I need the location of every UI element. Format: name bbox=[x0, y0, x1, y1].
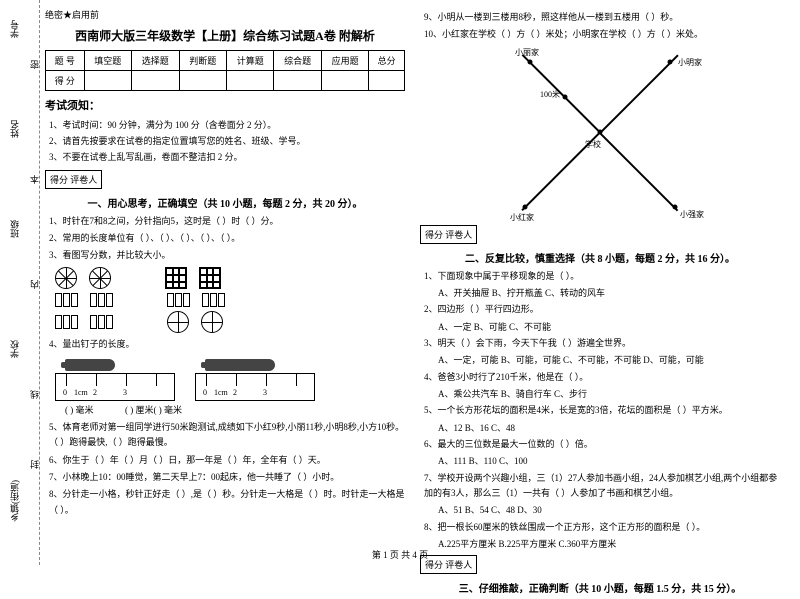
grid-icon bbox=[165, 267, 187, 289]
notice-line: 1、考试时间：90 分钟，满分为 100 分（含卷面分 2 分）。 bbox=[49, 117, 405, 133]
cell: 总分 bbox=[369, 51, 405, 71]
dot-icon bbox=[523, 204, 528, 209]
question: 1、时针在7和8之间，分针指向5，这时是（ ）时（ ）分。 bbox=[49, 214, 405, 229]
notice-line: 2、请首先按要求在试卷的指定位置填写您的姓名、班级、学号。 bbox=[49, 133, 405, 149]
binding-label: 学号 bbox=[8, 20, 21, 38]
fraction-shapes-row bbox=[55, 293, 405, 307]
dot-icon bbox=[598, 129, 603, 134]
question: 8、分针走一小格，秒针正好走（ ）,是（ ）秒。分针走一大格是（ ）时。时针走一… bbox=[49, 487, 405, 518]
grid-icon bbox=[199, 267, 221, 289]
diagram-label: 小强家 bbox=[680, 209, 704, 220]
bar-icon bbox=[90, 315, 113, 329]
question: 7、小林晚上10：00睡觉，第二天早上7：00起床，他一共睡了（ ）小时。 bbox=[49, 470, 405, 485]
ruler-icon: 0 1cm 2 3 bbox=[55, 359, 175, 401]
section-2-title: 二、反复比较，慎重选择（共 8 小题，每题 2 分，共 16 分）。 bbox=[420, 250, 780, 265]
options: A、一定，可能 B、可能，可能 C、不可能，不可能 D、可能，可能 bbox=[438, 353, 780, 367]
bar-icon bbox=[55, 293, 78, 307]
seal-text: 本 bbox=[28, 175, 41, 184]
notice-title: 考试须知： bbox=[45, 97, 405, 113]
binding-label: 姓名 bbox=[8, 120, 21, 138]
options: A、乘公共汽车 B、骑自行车 C、步行 bbox=[438, 387, 780, 401]
table-row: 题 号 填空题 选择题 判断题 计算题 综合题 应用题 总分 bbox=[46, 51, 405, 71]
binding-label: 乡镇(街道) bbox=[8, 480, 21, 522]
options: A、开关抽屉 B、拧开瓶盖 C、转动的风车 bbox=[438, 286, 780, 300]
binding-label: 班级 bbox=[8, 220, 21, 238]
question: 6、你生于（ ）年（ ）月（ ）日，那一年是（ ）年，全年有（ ）天。 bbox=[49, 453, 405, 468]
pie-icon bbox=[201, 311, 223, 333]
question: 2、常用的长度单位有（ ）、（ ）、（ ）、（ ）、（ ）。 bbox=[49, 231, 405, 246]
question: 5、一个长方形花坛的面积是4米，长是宽的3倍，花坛的面积是（ ）平方米。 bbox=[424, 403, 780, 418]
diagram-label: 小丽家 bbox=[515, 47, 539, 58]
bar-icon bbox=[202, 293, 225, 307]
seal-text: 密 bbox=[28, 60, 41, 69]
cell: 计算题 bbox=[226, 51, 273, 71]
cell: 题 号 bbox=[46, 51, 85, 71]
seal-text: 封 bbox=[28, 460, 41, 469]
seal-text: 内 bbox=[28, 280, 41, 289]
grade-box: 得分 评卷人 bbox=[420, 225, 477, 244]
right-column: 9、小明从一楼到三楼用8秒，照这样他从一楼到五楼用（ ）秒。 10、小红家在学校… bbox=[420, 8, 780, 599]
table-row: 得 分 bbox=[46, 71, 405, 91]
question: 3、看图写分数，并比较大小。 bbox=[49, 248, 405, 263]
cell: 选择题 bbox=[132, 51, 179, 71]
pie-icon bbox=[167, 311, 189, 333]
question: 10、小红家在学校（ ）方（ ）米处；小明家在学校（ ）方（ ）米处。 bbox=[424, 27, 780, 42]
grade-box: 得分 评卷人 bbox=[45, 170, 102, 189]
ruler-row: 0 1cm 2 3 0 1cm 2 3 bbox=[55, 359, 405, 401]
secrecy-mark: 绝密★启用前 bbox=[45, 8, 405, 21]
options: A、111 B、110 C、100 bbox=[438, 454, 780, 468]
diagram-label: 小明家 bbox=[678, 57, 702, 68]
question: 8、把一根长60厘米的铁丝围成一个正方形，这个正方形的面积是（ ）。 bbox=[424, 520, 780, 535]
page-footer: 第 1 页 共 4 页 bbox=[0, 548, 800, 561]
question: 4、量出钉子的长度。 bbox=[49, 337, 405, 352]
ruler-caption: ( ) 厘米( ) 毫米 bbox=[125, 405, 182, 415]
section-1-title: 一、用心思考，正确填空（共 10 小题，每题 2 分，共 20 分）。 bbox=[45, 195, 405, 210]
cell: 综合题 bbox=[274, 51, 321, 71]
options: A、12 B、16 C、48 bbox=[438, 421, 780, 435]
fraction-shapes-row bbox=[55, 267, 405, 289]
cell: 判断题 bbox=[179, 51, 226, 71]
question: 4、爸爸3小时行了210千米，他是在（ ）。 bbox=[424, 370, 780, 385]
seal-text: 线 bbox=[28, 390, 41, 399]
dot-icon bbox=[673, 204, 678, 209]
section-3-title: 三、仔细推敲，正确判断（共 10 小题，每题 1.5 分，共 15 分）。 bbox=[420, 580, 780, 595]
question: 5、体育老师对第一组同学进行50米跑测试,成绩如下小红9秒,小丽11秒,小明8秒… bbox=[49, 420, 405, 451]
question: 1、下面现象中属于平移现象的是（ ）。 bbox=[424, 269, 780, 284]
question: 9、小明从一楼到三楼用8秒，照这样他从一楼到五楼用（ ）秒。 bbox=[424, 10, 780, 25]
diagram-label: 小红家 bbox=[510, 212, 534, 223]
binding-label: 学校 bbox=[8, 340, 21, 358]
diagram-label: 学校 bbox=[585, 139, 601, 150]
cell: 得 分 bbox=[46, 71, 85, 91]
dot-icon bbox=[563, 94, 568, 99]
cell: 应用题 bbox=[321, 51, 368, 71]
notice-line: 3、不要在试卷上乱写乱画，卷面不整洁扣 2 分。 bbox=[49, 149, 405, 165]
question: 3、明天（ ）会下雨，今天下午我（ ）游遍全世界。 bbox=[424, 336, 780, 351]
bar-icon bbox=[167, 293, 190, 307]
fraction-shapes-row bbox=[55, 311, 405, 333]
diagram-label: 100米 bbox=[540, 89, 560, 100]
score-table: 题 号 填空题 选择题 判断题 计算题 综合题 应用题 总分 得 分 bbox=[45, 50, 405, 91]
bar-icon bbox=[90, 293, 113, 307]
pie-icon bbox=[89, 267, 111, 289]
dot-icon bbox=[668, 59, 673, 64]
pie-icon bbox=[55, 267, 77, 289]
direction-diagram: 100米 小明家 学校 小红家 小强家 小丽家 bbox=[470, 47, 730, 217]
ruler-caption: ( ) 毫米 bbox=[65, 405, 94, 415]
question: 6、最大的三位数是最大一位数的（ ）倍。 bbox=[424, 437, 780, 452]
dot-icon bbox=[528, 59, 533, 64]
cell: 填空题 bbox=[84, 51, 131, 71]
bar-icon bbox=[55, 315, 78, 329]
question: 7、学校开设两个兴趣小组，三（1）27人参加书画小组，24人参加棋艺小组,两个小… bbox=[424, 471, 780, 502]
ruler-icon: 0 1cm 2 3 bbox=[195, 359, 315, 401]
options: A、51 B、54 C、48 D、30 bbox=[438, 503, 780, 517]
exam-title: 西南师大版三年级数学【上册】综合练习试题A卷 附解析 bbox=[45, 27, 405, 44]
left-column: 绝密★启用前 西南师大版三年级数学【上册】综合练习试题A卷 附解析 题 号 填空… bbox=[45, 8, 405, 599]
question: 2、四边形（ ）平行四边形。 bbox=[424, 302, 780, 317]
options: A、一定 B、可能 C、不可能 bbox=[438, 320, 780, 334]
